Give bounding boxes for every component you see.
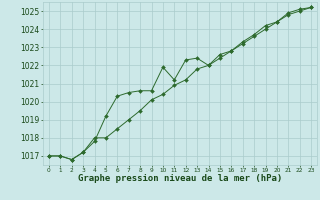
X-axis label: Graphe pression niveau de la mer (hPa): Graphe pression niveau de la mer (hPa) [78,174,282,183]
